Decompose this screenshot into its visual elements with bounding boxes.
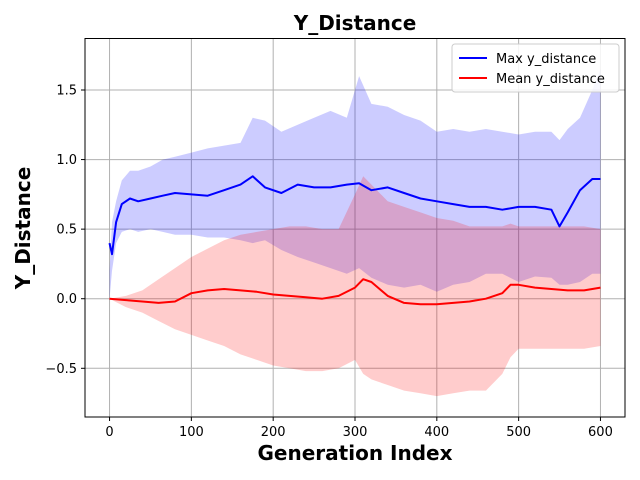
series-line-max — [108, 175, 601, 256]
x-tick-label: 200 — [261, 425, 286, 440]
y-tick-label: 1.0 — [56, 153, 77, 168]
legend-box — [451, 43, 620, 93]
x-tick-label: 100 — [179, 425, 204, 440]
x-tick-label: 400 — [424, 425, 449, 440]
x-tick-label: 0 — [105, 425, 113, 440]
series-line-mean — [109, 278, 601, 306]
y-tick-label: 0.0 — [56, 292, 77, 307]
legend: Max y_distance Mean y_distance — [451, 43, 620, 93]
chart-title: Y_Distance — [293, 11, 417, 35]
y-tick-label: −0.5 — [45, 362, 77, 377]
x-tick-label: 600 — [588, 425, 613, 440]
series-lines — [108, 175, 601, 306]
y-tick-label: 0.5 — [56, 223, 77, 238]
y-tick-label: 1.5 — [56, 83, 77, 98]
x-tick-label: 500 — [506, 425, 531, 440]
grid — [85, 38, 625, 417]
legend-label-max: Max y_distance — [496, 52, 596, 67]
y-axis-label: Y_Distance — [11, 167, 35, 291]
ticks: 0 100 200 300 400 500 600 −0.5 0.0 0.5 1.0 1.5 — [45, 83, 612, 440]
legend-label-mean: Mean y_distance — [496, 72, 605, 87]
x-axis-label: Generation Index — [258, 441, 453, 465]
x-tick-label: 300 — [343, 425, 368, 440]
